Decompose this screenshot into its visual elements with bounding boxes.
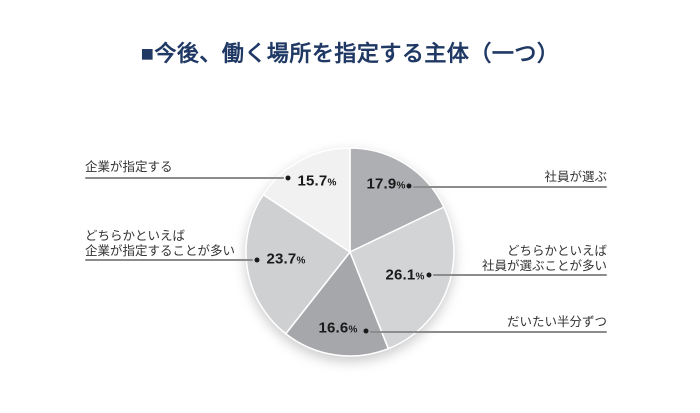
percent-label-employee-chooses: 17.9% [366,175,406,193]
callout-label-mostly-company: どちらかといえば 企業が指定することが多い [85,229,236,258]
leader-dot-company-designates [285,175,291,181]
percent-label-mostly-company: 23.7% [266,250,306,268]
leader-dot-mostly-employee [426,272,432,278]
leader-line-half-and-half [370,331,607,333]
pie-slice-0 [349,147,445,253]
leader-dot-employee-chooses [406,183,412,189]
percent-label-half-and-half: 16.6% [318,319,358,337]
pie-slice-2 [284,251,390,357]
percent-sign: % [296,255,306,267]
leader-dot-mostly-company [254,257,260,263]
percent-sign: % [327,177,337,189]
percent-sign: % [348,324,358,336]
percent-sign: % [396,180,406,192]
page-title: ■今後、働く場所を指定する主体（一つ） [140,41,560,66]
percent-label-mostly-employee: 26.1% [385,266,425,284]
callout-label-company-designates: 企業が指定する [85,160,173,174]
leader-dot-half-and-half [363,328,369,334]
leader-line-employee-chooses [413,186,607,188]
leader-line-company-designates [85,177,284,179]
percent-label-company-designates: 15.7% [297,172,337,190]
callout-label-half-and-half: だいたい半分ずつ [506,315,607,329]
callout-label-mostly-employee: どちらかといえば 社員が選ぶことが多い [481,244,607,273]
leader-line-mostly-employee [433,274,607,276]
pie-slice-1 [349,206,455,350]
pie-chart [245,147,455,357]
pie-slice-3 [245,193,351,335]
percent-sign: % [415,271,425,283]
callout-label-employee-chooses: 社員が選ぶ [544,170,607,184]
leader-line-mostly-company [85,259,253,261]
pie-slice-4 [262,147,351,253]
